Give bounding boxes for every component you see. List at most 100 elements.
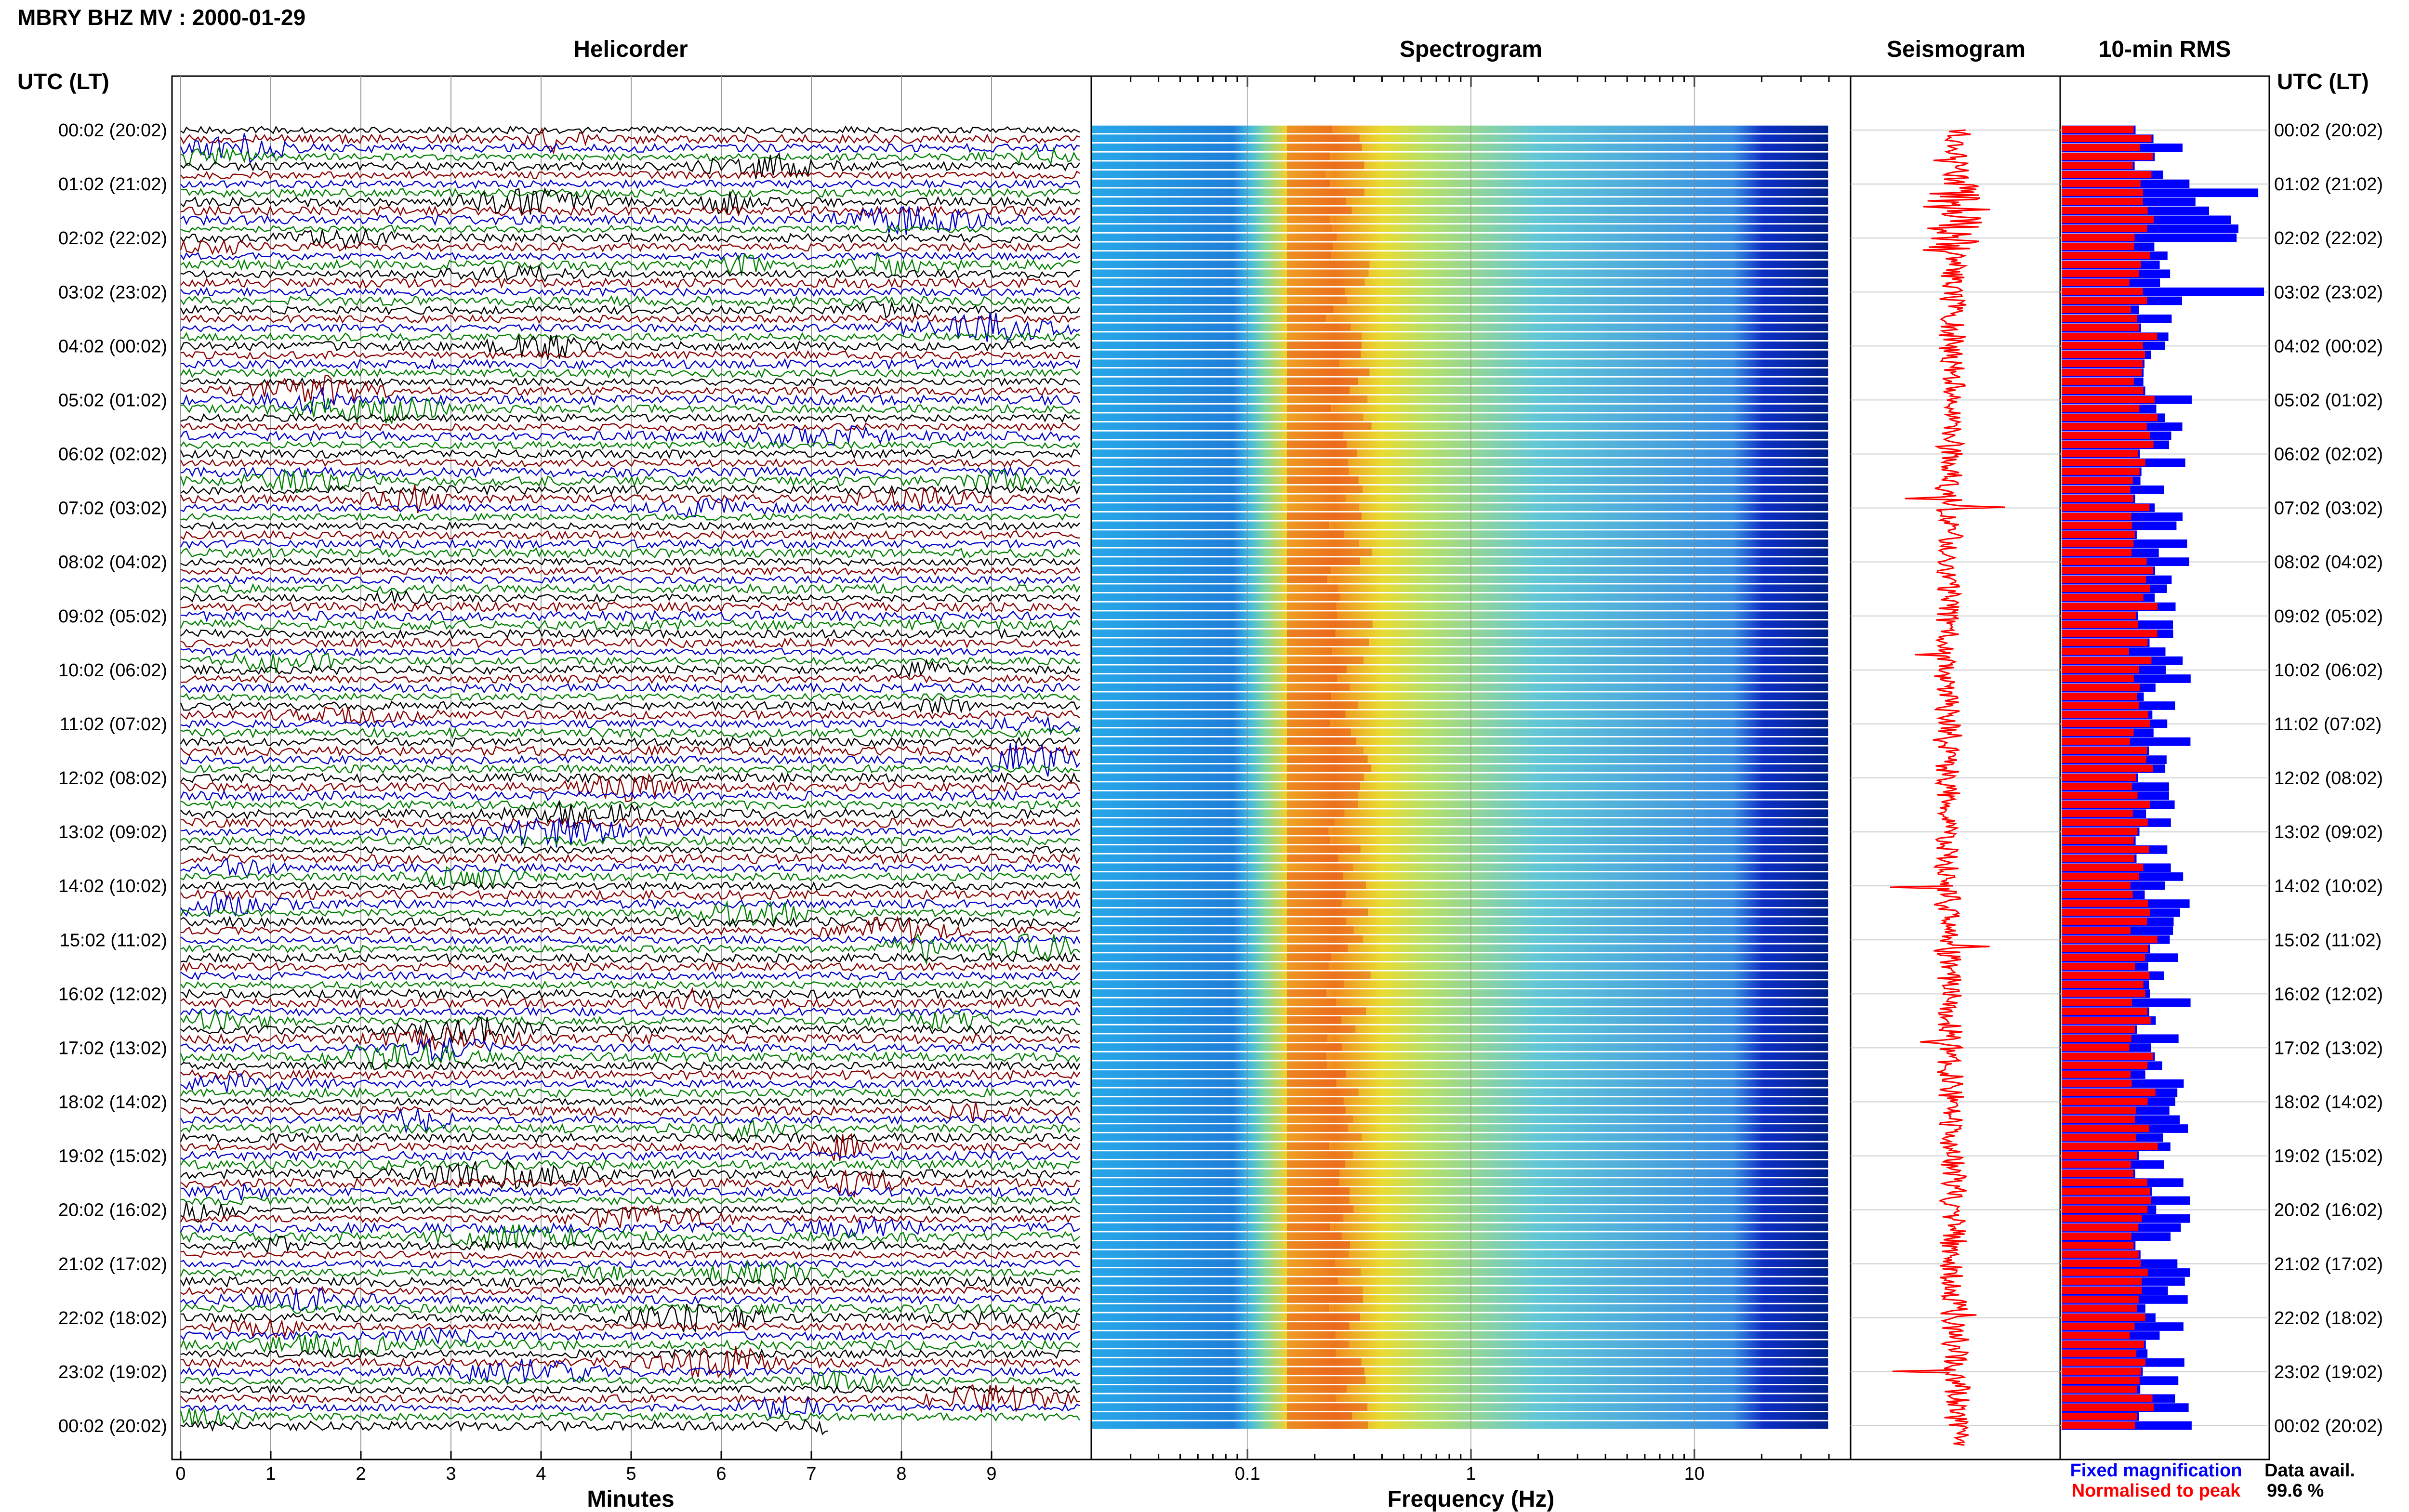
- helicorder-trace-line: [180, 1133, 1081, 1161]
- y-tick-label-right: 15:02 (11:02): [2274, 930, 2382, 950]
- rms-bar-normalised: [2062, 1206, 2148, 1213]
- helicorder-trace-line: [180, 589, 1081, 605]
- rms-bars: [2062, 125, 2264, 1430]
- rms-bar-normalised: [2062, 1160, 2131, 1168]
- y-tick-label-right: 09:02 (05:02): [2274, 606, 2383, 627]
- spectrogram-peak: [1286, 881, 1366, 889]
- rms-bar-normalised: [2062, 198, 2143, 205]
- helicorder-trace-line: [180, 1015, 1080, 1045]
- rms-bar-normalised: [2062, 630, 2158, 637]
- helicorder-trace-line: [180, 425, 1080, 448]
- rms-bar-normalised: [2062, 783, 2132, 790]
- helicorder-trace-line: [180, 575, 1080, 585]
- helicorder-trace-line: [180, 1026, 1080, 1052]
- spectrogram-peak: [1286, 899, 1342, 907]
- helicorder-trace-line: [180, 1348, 1080, 1359]
- rms-bar-normalised: [2062, 765, 2153, 772]
- spectrogram-peak: [1286, 134, 1360, 142]
- helicorder-trace-line: [180, 1302, 1080, 1315]
- spectrogram-peak: [1286, 512, 1362, 520]
- helicorder-trace-line: [180, 1073, 1080, 1092]
- spectrogram-peak: [1286, 197, 1346, 205]
- spectrogram-peak: [1286, 269, 1369, 277]
- y-tick-label-left: 12:02 (08:02): [58, 768, 167, 789]
- spectrogram-peak: [1286, 1277, 1338, 1285]
- helicorder-trace-line: [180, 295, 1080, 307]
- rms-bar-normalised: [2062, 972, 2150, 979]
- spectrogram-peak: [1286, 215, 1330, 224]
- spectrogram-peak: [1286, 1394, 1336, 1402]
- spectrogram-x-ticks: 0.1 1 10: [1090, 76, 1852, 1484]
- helicorder-trace-line: [180, 858, 1080, 879]
- y-tick-label-left: 20:02 (16:02): [58, 1200, 167, 1221]
- rms-bar-normalised: [2062, 1296, 2139, 1303]
- helicorder-x-tick-label: 5: [626, 1464, 636, 1484]
- y-tick-label-left: 00:02 (20:02): [58, 120, 167, 141]
- spectrogram-peak: [1286, 206, 1352, 214]
- rms-bar-normalised: [2062, 207, 2148, 214]
- rms-bar-normalised: [2062, 360, 2143, 368]
- data-avail-label: Data avail.: [2264, 1460, 2355, 1481]
- rms-bar-normalised: [2062, 495, 2133, 502]
- helicorder-trace-line: [180, 1385, 1080, 1395]
- spectrogram-x-tick-label: 1: [1466, 1464, 1476, 1484]
- helicorder-trace-line: [180, 1158, 1080, 1171]
- rms-bar-normalised: [2062, 1250, 2139, 1258]
- spectrogram-peak: [1286, 1151, 1353, 1159]
- spectrogram-peak: [1286, 1196, 1350, 1204]
- y-tick-label-right: 07:02 (03:02): [2274, 499, 2383, 519]
- rms-bar-normalised: [2062, 540, 2134, 547]
- helicorder-trace-line: [180, 557, 1080, 567]
- y-tick-label-right: 04:02 (00:02): [2274, 336, 2383, 356]
- y-tick-label-left: 09:02 (05:02): [58, 606, 167, 627]
- y-tick-label-left: 05:02 (01:02): [58, 390, 167, 410]
- helicorder-x-tick-label: 9: [986, 1464, 996, 1484]
- rms-bar-normalised: [2062, 1269, 2148, 1276]
- rms-bar-normalised: [2062, 846, 2149, 853]
- rms-bar-normalised: [2062, 1188, 2150, 1195]
- rms-bar-normalised: [2062, 450, 2138, 457]
- spectrogram-peak: [1286, 728, 1351, 736]
- helicorder-trace-line: [180, 1285, 1080, 1296]
- helicorder-trace-line: [180, 1042, 1080, 1070]
- rms-bar-normalised: [2062, 396, 2155, 403]
- spectrogram-peak: [1286, 1340, 1349, 1348]
- rms-bar-normalised: [2062, 342, 2143, 349]
- helicorder-trace-line: [180, 934, 1081, 945]
- spectrogram-peak: [1286, 296, 1347, 304]
- rms-bar-normalised: [2062, 297, 2147, 304]
- spectrogram-peak: [1286, 440, 1347, 448]
- rms-bar-normalised: [2062, 666, 2139, 673]
- rms-bar-normalised: [2062, 873, 2140, 880]
- helicorder-trace-line: [180, 422, 1080, 432]
- rms-bar-normalised: [2062, 693, 2137, 700]
- spectrogram-peak: [1286, 647, 1332, 655]
- y-tick-label-right: 00:02 (20:02): [2274, 1416, 2383, 1436]
- y-tick-label-right: 02:02 (22:02): [2274, 228, 2383, 249]
- rms-title: 10-min RMS: [2099, 37, 2231, 62]
- spectrogram-peak: [1286, 692, 1332, 700]
- helicorder-trace-line: [180, 845, 1080, 855]
- helicorder-trace-line: [180, 413, 1080, 423]
- spectrogram-peak: [1286, 404, 1331, 412]
- helicorder-trace-line: [180, 1368, 1080, 1392]
- helicorder-trace-line: [180, 1097, 1080, 1106]
- rms-bar-normalised: [2062, 180, 2141, 187]
- rms-bar-normalised: [2062, 900, 2148, 907]
- spectrogram-peak: [1286, 395, 1368, 403]
- rms-bar-normalised: [2062, 288, 2143, 295]
- spectrogram-peak: [1286, 1250, 1349, 1258]
- y-tick-label-right: 10:02 (06:02): [2274, 660, 2383, 681]
- spectrogram-peak: [1286, 1007, 1366, 1015]
- helicorder-trace-line: [180, 696, 1080, 715]
- rms-bar-normalised: [2062, 1215, 2142, 1222]
- spectrogram-peak: [1286, 1043, 1342, 1051]
- helicorder-trace-line: [180, 374, 1080, 406]
- helicorder-x-tick-label: 6: [716, 1464, 726, 1484]
- spectrogram-xlabel: Frequency (Hz): [1388, 1486, 1555, 1512]
- spectrogram-peak: [1286, 557, 1360, 565]
- spectrogram-peak: [1286, 1232, 1342, 1240]
- helicorder-trace-line: [180, 658, 1081, 678]
- rms-bar-normalised: [2062, 1026, 2135, 1033]
- rms-bar-normalised: [2062, 621, 2139, 628]
